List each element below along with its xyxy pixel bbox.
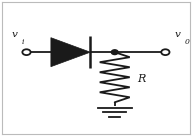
Circle shape <box>111 50 118 55</box>
Text: v: v <box>175 30 181 39</box>
Text: i: i <box>22 38 24 46</box>
Text: R: R <box>137 74 146 84</box>
Text: 0: 0 <box>185 38 190 46</box>
Polygon shape <box>51 38 90 67</box>
Text: v: v <box>11 30 17 39</box>
